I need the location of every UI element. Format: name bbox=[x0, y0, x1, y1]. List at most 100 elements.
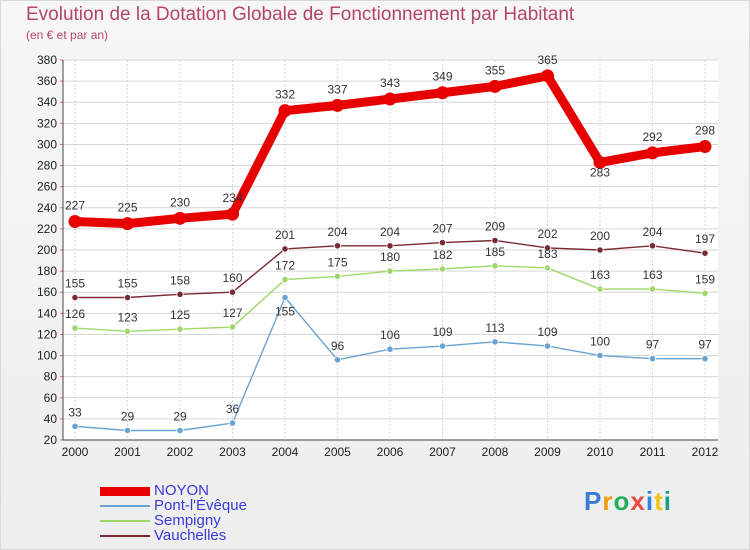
data-label: 298 bbox=[695, 124, 715, 138]
data-point bbox=[438, 342, 447, 350]
data-label: 172 bbox=[275, 259, 295, 273]
data-point bbox=[176, 325, 184, 333]
data-label: 158 bbox=[170, 273, 190, 287]
x-tick-label: 2006 bbox=[377, 445, 404, 459]
y-tick-label: 380 bbox=[37, 53, 57, 67]
data-label: 180 bbox=[380, 250, 400, 264]
x-tick-label: 2003 bbox=[219, 445, 246, 459]
data-point bbox=[123, 426, 132, 435]
data-label: 100 bbox=[590, 335, 610, 349]
data-point bbox=[121, 217, 134, 231]
data-point bbox=[543, 342, 552, 350]
x-tick-label: 2000 bbox=[62, 445, 89, 459]
legend-swatch bbox=[100, 520, 150, 522]
data-point bbox=[386, 345, 394, 353]
data-point bbox=[541, 69, 554, 83]
logo-letter: i bbox=[645, 486, 655, 516]
logo-letter: o bbox=[613, 486, 631, 516]
data-point bbox=[71, 422, 79, 430]
x-tick-label: 2010 bbox=[587, 445, 614, 459]
data-label: 355 bbox=[485, 63, 505, 77]
data-point bbox=[176, 290, 184, 298]
y-tick-label: 20 bbox=[44, 433, 58, 447]
y-tick-label: 280 bbox=[37, 159, 57, 173]
y-tick-label: 340 bbox=[37, 95, 57, 109]
data-label: 183 bbox=[537, 247, 557, 261]
chart-title: Evolution de la Dotation Globale de Fonc… bbox=[26, 4, 575, 25]
x-tick-label: 2002 bbox=[167, 445, 194, 459]
legend-swatch bbox=[100, 505, 150, 507]
data-label: 29 bbox=[121, 410, 135, 424]
data-label: 202 bbox=[537, 227, 557, 241]
data-point bbox=[71, 293, 79, 302]
x-tick-label: 2012 bbox=[692, 445, 719, 459]
data-label: 159 bbox=[695, 272, 715, 286]
data-label: 155 bbox=[117, 277, 137, 291]
data-label: 204 bbox=[327, 225, 347, 239]
data-label: 163 bbox=[642, 268, 662, 282]
data-label: 343 bbox=[380, 76, 400, 90]
data-point bbox=[228, 419, 237, 427]
logo-letter: P bbox=[584, 486, 603, 516]
data-point bbox=[173, 211, 187, 225]
data-point bbox=[333, 242, 342, 250]
data-point bbox=[71, 324, 79, 332]
data-point bbox=[648, 242, 657, 250]
data-point bbox=[596, 351, 604, 360]
y-tick-label: 360 bbox=[37, 74, 57, 88]
data-label: 234 bbox=[222, 191, 242, 205]
x-tick-label: 2001 bbox=[114, 445, 141, 459]
y-tick-label: 100 bbox=[37, 349, 57, 363]
logo-letter: t bbox=[654, 486, 664, 516]
data-label: 125 bbox=[170, 308, 190, 322]
legend-label: Sempigny bbox=[154, 512, 221, 529]
legend-label: NOYON bbox=[154, 482, 210, 499]
data-label: 175 bbox=[327, 255, 347, 269]
data-label: 36 bbox=[226, 402, 240, 416]
data-point bbox=[648, 285, 657, 293]
y-tick-label: 180 bbox=[37, 264, 57, 278]
data-label: 292 bbox=[642, 130, 662, 144]
data-label: 126 bbox=[65, 307, 85, 321]
y-tick-label: 160 bbox=[37, 285, 57, 299]
data-label: 209 bbox=[485, 220, 505, 234]
data-point bbox=[278, 104, 292, 118]
data-point bbox=[281, 293, 289, 302]
data-label: 337 bbox=[327, 82, 347, 96]
y-tick-label: 220 bbox=[37, 222, 57, 236]
data-point bbox=[386, 242, 394, 250]
data-point bbox=[333, 356, 342, 364]
data-point bbox=[491, 236, 499, 245]
data-point bbox=[333, 272, 342, 280]
data-label: 155 bbox=[275, 305, 295, 319]
data-point bbox=[176, 426, 184, 435]
data-label: 96 bbox=[331, 339, 345, 353]
data-label: 332 bbox=[275, 88, 295, 102]
data-point bbox=[543, 244, 552, 252]
x-tick-label: 2008 bbox=[482, 445, 509, 459]
data-label: 207 bbox=[432, 222, 452, 236]
data-point bbox=[281, 275, 289, 284]
data-label: 225 bbox=[117, 201, 137, 215]
legend-label: Pont-l'Évêque bbox=[154, 497, 247, 514]
data-label: 200 bbox=[590, 229, 610, 243]
data-label: 109 bbox=[432, 325, 452, 339]
data-label: 230 bbox=[170, 195, 190, 209]
data-point bbox=[436, 86, 449, 100]
data-label: 123 bbox=[117, 310, 137, 324]
logo-letter: r bbox=[602, 486, 614, 516]
data-label: 163 bbox=[590, 268, 610, 282]
data-point bbox=[593, 155, 607, 169]
data-point bbox=[438, 239, 447, 247]
data-label: 365 bbox=[537, 53, 557, 67]
data-label: 204 bbox=[642, 225, 662, 239]
y-tick-label: 60 bbox=[44, 391, 58, 405]
data-point bbox=[226, 207, 239, 221]
data-point bbox=[68, 215, 82, 228]
y-tick-label: 40 bbox=[44, 412, 58, 426]
data-point bbox=[488, 79, 502, 93]
proxiti-logo: Proxiti bbox=[584, 486, 672, 517]
data-label: 227 bbox=[65, 199, 85, 213]
data-label: 160 bbox=[222, 271, 242, 285]
